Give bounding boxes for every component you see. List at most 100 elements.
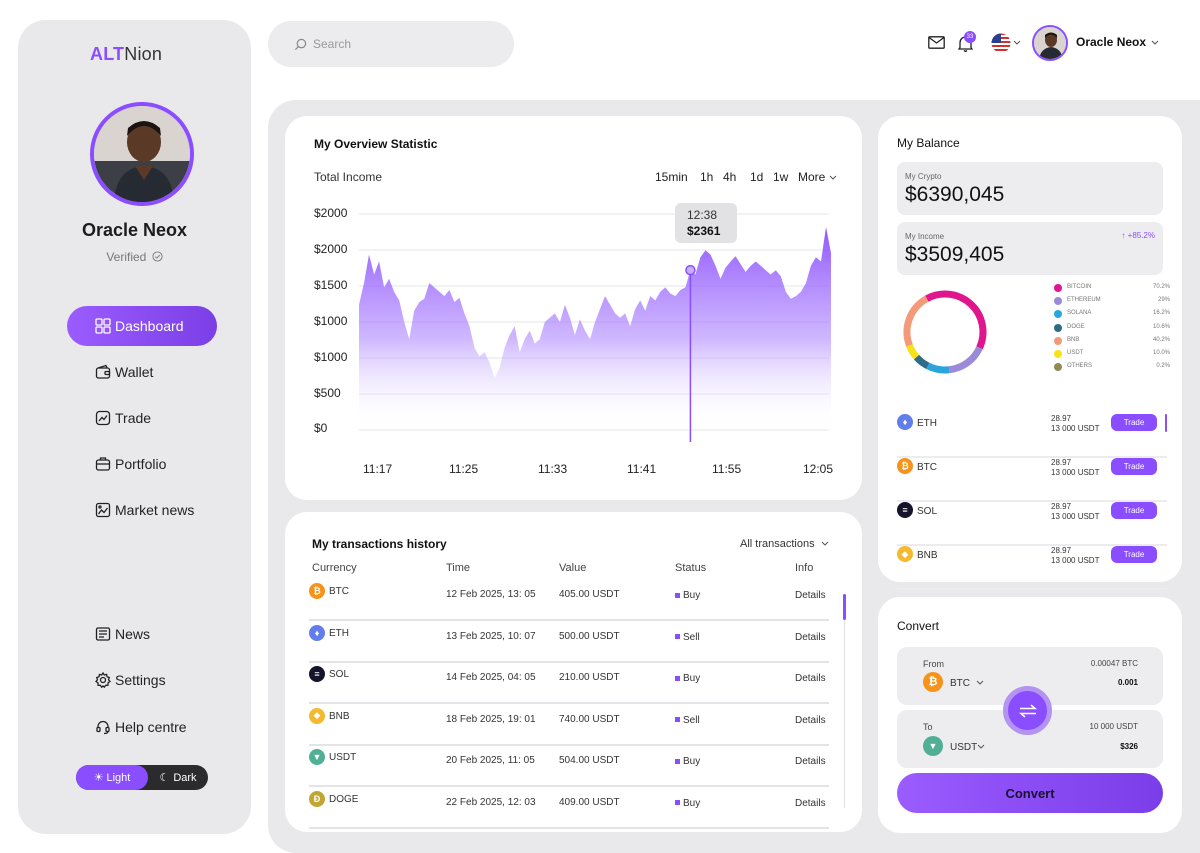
- timeframe-4h[interactable]: 4h: [723, 170, 737, 184]
- theme-light-option[interactable]: ☀ Light: [76, 765, 148, 790]
- usdt-coin-icon: ▼: [309, 749, 325, 765]
- asset-row[interactable]: ◆ BNB 28.97 13 000 USDT Trade: [897, 546, 1167, 590]
- timeframe-1d[interactable]: 1d: [750, 170, 764, 184]
- search-icon: [294, 38, 307, 50]
- donut-slice[interactable]: [913, 354, 930, 370]
- asset-name: SOL: [917, 506, 938, 517]
- overview-title: My Overview Statistic: [314, 137, 438, 151]
- to-coin-select[interactable]: USDT: [950, 742, 985, 753]
- table-row[interactable]: ≡ SOL 14 Feb 2025, 04: 05 210.00 USDT Buy Det…: [309, 663, 829, 704]
- convert-to-box[interactable]: To 10 000 USDT ▼ USDT $326: [897, 710, 1163, 768]
- bnb-coin-icon: ◆: [897, 546, 913, 562]
- sidebar-item-help-centre[interactable]: Help centre: [67, 707, 217, 747]
- asset-name: BTC: [917, 462, 937, 473]
- legend-color-dot: [1054, 323, 1062, 332]
- timeframe-1h[interactable]: 1h: [700, 170, 714, 184]
- trade-button[interactable]: Trade: [1111, 458, 1157, 475]
- trade-button[interactable]: Trade: [1111, 502, 1157, 519]
- table-row[interactable]: ▼ USDT 20 Feb 2025, 11: 05 504.00 USDT Buy De…: [309, 746, 829, 787]
- from-coin-select[interactable]: BTC: [950, 678, 984, 689]
- value-cell: 740.00 USDT: [559, 713, 620, 725]
- transactions-filter-dropdown[interactable]: All transactions: [740, 538, 829, 550]
- us-flag-icon[interactable]: [991, 33, 1011, 53]
- column-header-time[interactable]: Time: [446, 562, 471, 574]
- column-header-value[interactable]: Value: [559, 562, 587, 574]
- sidebar-item-wallet[interactable]: Wallet: [67, 352, 217, 392]
- chevron-down-icon[interactable]: [1013, 40, 1021, 46]
- details-link[interactable]: Details: [795, 590, 826, 601]
- legend-item: ETHEREUM 29%: [1054, 296, 1170, 306]
- from-amount: 0.001: [1117, 678, 1138, 687]
- table-row[interactable]: Ð DOGE 22 Feb 2025, 12: 03 409.00 USDT Buy De…: [309, 788, 829, 829]
- btc-coin-icon: ₿: [309, 583, 325, 599]
- sol-coin-icon: ≡: [897, 502, 913, 518]
- chevron-down-icon: [829, 175, 837, 180]
- chevron-down-icon: [976, 680, 984, 685]
- sol-coin-icon: ≡: [309, 666, 325, 682]
- donut-slice[interactable]: [903, 295, 929, 347]
- balance-scrollbar[interactable]: [1165, 414, 1167, 432]
- asset-name: ETH: [917, 418, 937, 429]
- profile-avatar[interactable]: [90, 102, 194, 206]
- search-bar[interactable]: Search: [268, 21, 514, 67]
- details-link[interactable]: Details: [795, 797, 826, 809]
- currency-cell: ETH: [329, 627, 349, 639]
- donut-slice[interactable]: [948, 346, 983, 374]
- details-link[interactable]: Details: [795, 631, 826, 643]
- my-crypto-value: $6390,045: [905, 183, 1005, 206]
- legend-item: DOGE 10.6%: [1054, 323, 1170, 333]
- trade-button[interactable]: Trade: [1111, 546, 1157, 563]
- sidebar-item-dashboard[interactable]: Dashboard: [67, 306, 217, 346]
- market-news-icon: [95, 502, 111, 518]
- table-row[interactable]: ◆ BNB 18 Feb 2025, 19: 01 740.00 USDT Sell De…: [309, 705, 829, 746]
- column-header-currency[interactable]: Currency: [312, 562, 357, 574]
- overview-card: My Overview Statistic Total Income 15min…: [285, 116, 862, 500]
- column-header-status[interactable]: Status: [675, 562, 707, 574]
- theme-toggle[interactable]: ☀ Light ☾ Dark: [76, 765, 208, 790]
- table-row[interactable]: ♦ ETH 13 Feb 2025, 10: 07 500.00 USDT Sell De…: [309, 622, 829, 663]
- portfolio-donut-chart[interactable]: [897, 284, 993, 380]
- timeframe-15min[interactable]: 15min: [655, 170, 688, 184]
- donut-slice[interactable]: [906, 344, 920, 360]
- transactions-scrollbar[interactable]: [843, 594, 846, 620]
- time-cell: 22 Feb 2025, 12: 03: [446, 796, 536, 808]
- currency-cell: BTC: [329, 586, 349, 597]
- trade-button[interactable]: Trade: [1111, 414, 1157, 431]
- asset-row[interactable]: ₿ BTC 28.97 13 000 USDT Trade: [897, 458, 1167, 502]
- user-avatar[interactable]: [1032, 25, 1068, 61]
- legend-item: BNB 40.2%: [1054, 336, 1170, 346]
- user-name[interactable]: Oracle Neox: [1076, 35, 1159, 49]
- donut-slice[interactable]: [925, 290, 987, 350]
- details-link[interactable]: Details: [795, 714, 826, 726]
- swap-button[interactable]: [1003, 686, 1052, 735]
- chevron-down-icon: [977, 744, 985, 749]
- sidebar-item-portfolio[interactable]: Portfolio: [67, 444, 217, 484]
- sidebar-item-settings[interactable]: Settings: [67, 660, 217, 700]
- income-area-chart[interactable]: [359, 206, 839, 446]
- brand-logo[interactable]: ALTNion: [90, 44, 163, 64]
- asset-row[interactable]: ♦ ETH 28.97 13 000 USDT Trade: [897, 414, 1167, 458]
- moon-icon: ☾: [159, 772, 170, 784]
- transactions-scroll-track[interactable]: [844, 620, 845, 808]
- sidebar-item-news[interactable]: News: [67, 614, 217, 654]
- timeframe-more[interactable]: More: [798, 170, 837, 184]
- sidebar-item-market-news[interactable]: Market news: [67, 490, 217, 530]
- theme-dark-option[interactable]: ☾ Dark: [159, 771, 197, 785]
- donut-slice[interactable]: [926, 362, 950, 374]
- legend-item: SOLANA 16.2%: [1054, 309, 1170, 319]
- mail-icon[interactable]: [928, 36, 945, 49]
- details-link[interactable]: Details: [795, 756, 826, 767]
- status-indicator: [675, 800, 680, 806]
- legend-color-dot: [1054, 297, 1062, 306]
- convert-title: Convert: [897, 619, 940, 633]
- asset-amount: 28.97 13 000 USDT: [1051, 458, 1100, 477]
- search-input[interactable]: Search: [313, 37, 352, 51]
- gear-icon: [95, 672, 111, 688]
- details-link[interactable]: Details: [795, 673, 826, 684]
- column-header-info[interactable]: Info: [795, 562, 814, 574]
- sidebar-item-trade[interactable]: Trade: [67, 398, 217, 438]
- convert-button[interactable]: Convert: [897, 773, 1163, 813]
- timeframe-1w[interactable]: 1w: [773, 170, 789, 184]
- table-row[interactable]: ₿ BTC 12 Feb 2025, 13: 05 405.00 USDT Buy Det…: [309, 580, 829, 621]
- asset-row[interactable]: ≡ SOL 28.97 13 000 USDT Trade: [897, 502, 1167, 546]
